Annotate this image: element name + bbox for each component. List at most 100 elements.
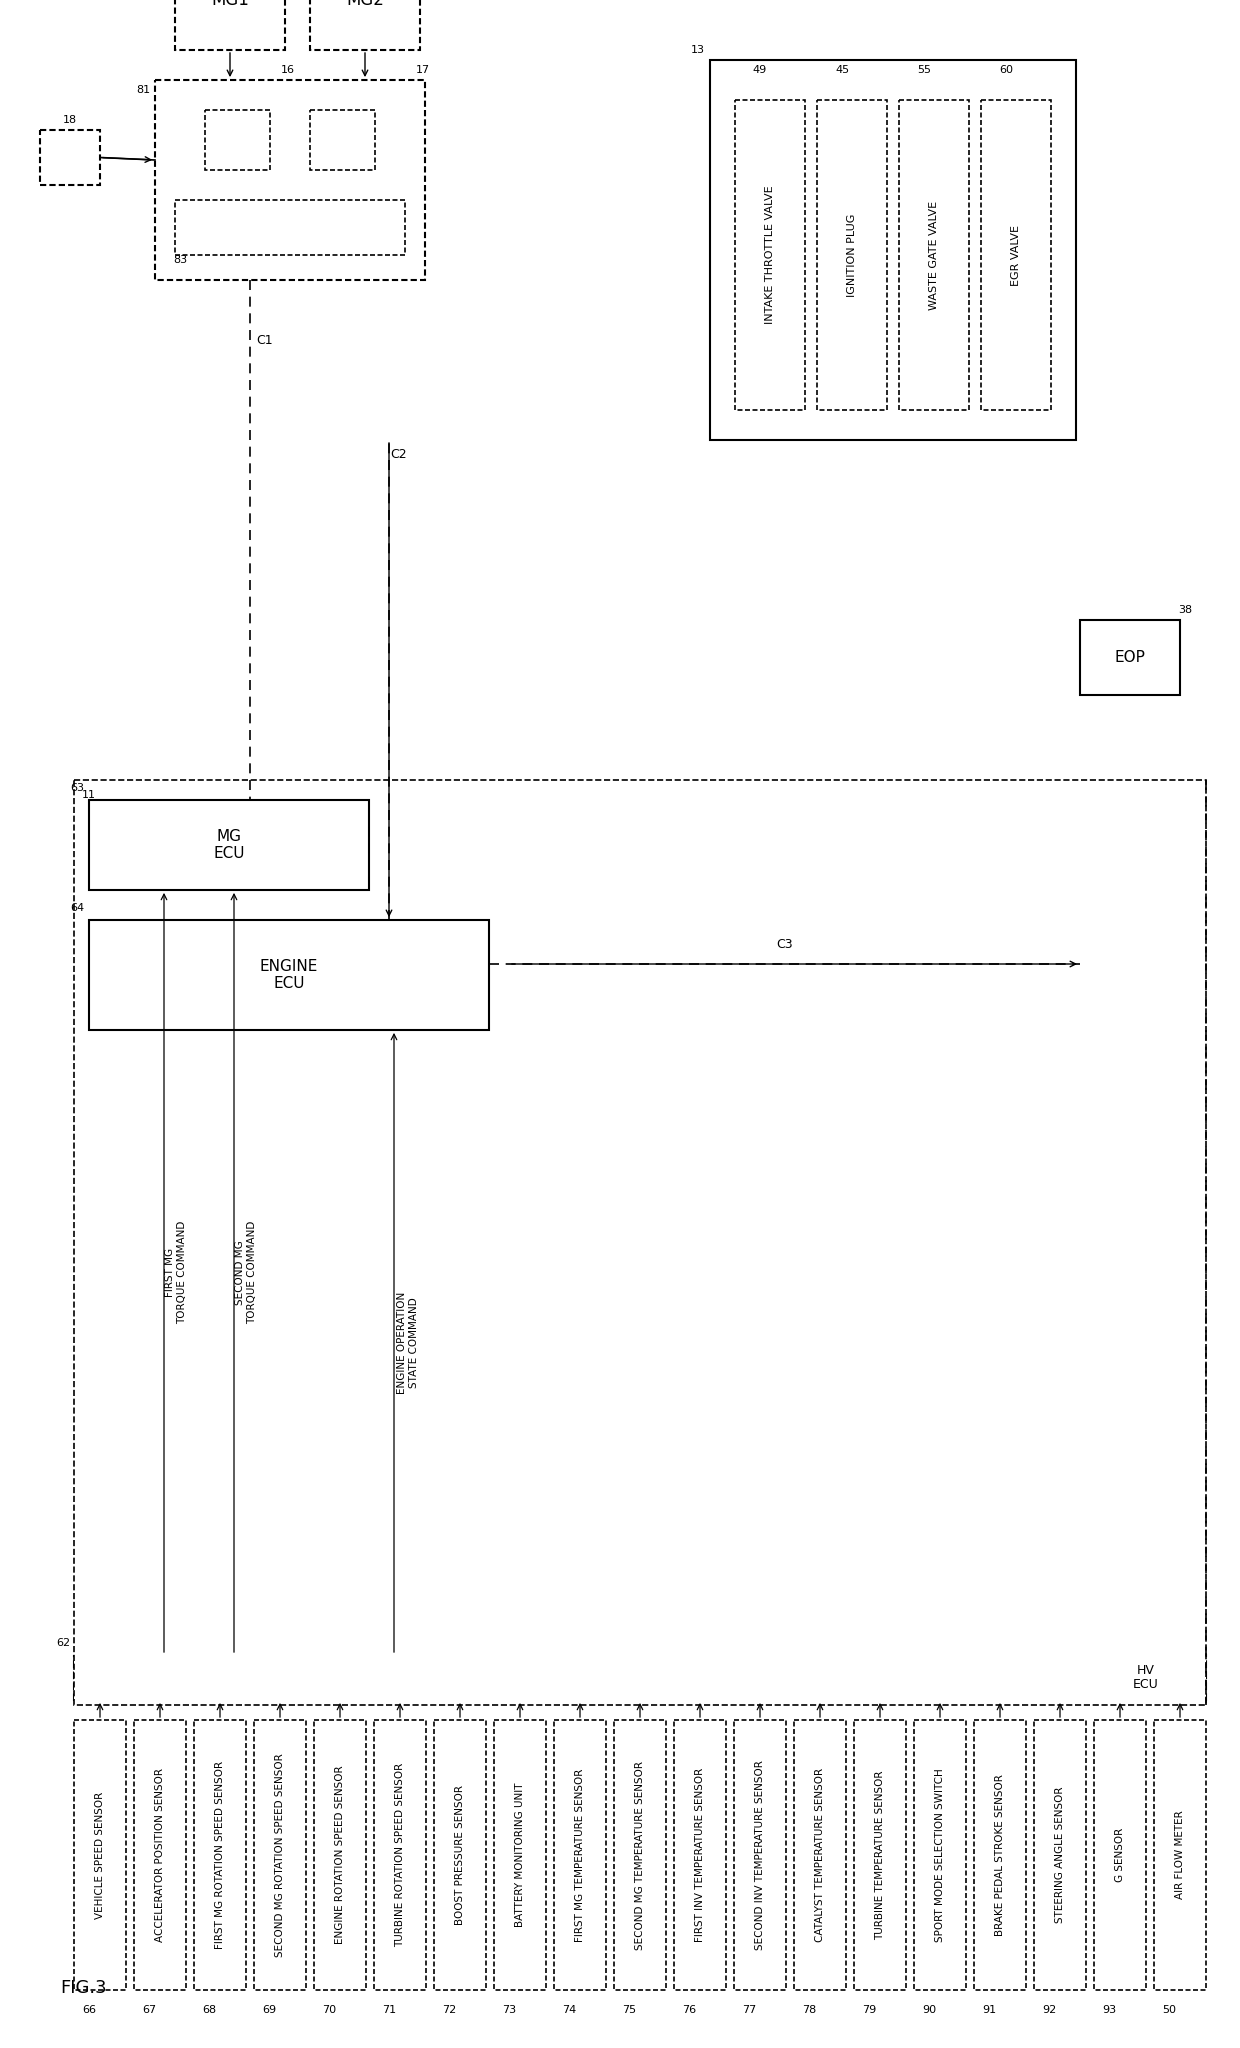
Text: 75: 75: [622, 2005, 636, 2015]
Text: C2: C2: [391, 449, 407, 461]
Text: 45: 45: [835, 66, 849, 76]
Text: 49: 49: [753, 66, 768, 76]
Text: 64: 64: [69, 903, 84, 913]
Bar: [1080, 621, 1180, 694]
Text: 74: 74: [562, 2005, 577, 2015]
Text: FIG.3: FIG.3: [60, 1978, 107, 1997]
Bar: [434, 1720, 486, 1991]
Text: BATTERY MONITORING UNIT: BATTERY MONITORING UNIT: [515, 1782, 525, 1927]
Text: 50: 50: [1162, 2005, 1176, 2015]
Text: EGR VALVE: EGR VALVE: [1011, 225, 1021, 285]
Text: 91: 91: [982, 2005, 996, 2015]
Bar: [193, 1720, 246, 1991]
Text: G SENSOR: G SENSOR: [1115, 1829, 1125, 1882]
Bar: [175, 0, 285, 49]
Bar: [134, 1720, 186, 1991]
Text: 93: 93: [1102, 2005, 1116, 2015]
Text: 63: 63: [69, 782, 84, 793]
Text: MG2: MG2: [346, 0, 384, 8]
Text: FIRST MG ROTATION SPEED SENSOR: FIRST MG ROTATION SPEED SENSOR: [215, 1761, 224, 1950]
Text: 13: 13: [691, 45, 706, 55]
Bar: [1154, 1720, 1207, 1991]
Text: SECOND MG ROTATION SPEED SENSOR: SECOND MG ROTATION SPEED SENSOR: [275, 1753, 285, 1958]
Text: IGNITION PLUG: IGNITION PLUG: [847, 213, 857, 297]
Bar: [254, 1720, 306, 1991]
Text: AIR FLOW METER: AIR FLOW METER: [1176, 1810, 1185, 1898]
Text: MG1: MG1: [211, 0, 249, 8]
Bar: [854, 1720, 906, 1991]
Text: ENGINE OPERATION
STATE COMMAND: ENGINE OPERATION STATE COMMAND: [397, 1292, 419, 1393]
Text: MG
ECU: MG ECU: [213, 829, 244, 862]
Text: 18: 18: [63, 115, 77, 125]
Text: 68: 68: [202, 2005, 216, 2015]
Text: WASTE GATE VALVE: WASTE GATE VALVE: [929, 201, 939, 309]
Text: 66: 66: [82, 2005, 95, 2015]
Text: C3: C3: [776, 938, 792, 950]
Text: 78: 78: [802, 2005, 816, 2015]
Text: ACCELERATOR POSITION SENSOR: ACCELERATOR POSITION SENSOR: [155, 1767, 165, 1942]
Bar: [817, 100, 887, 410]
Text: 83: 83: [172, 256, 187, 264]
Text: BRAKE PEDAL STROKE SENSOR: BRAKE PEDAL STROKE SENSOR: [994, 1774, 1004, 1935]
Bar: [175, 201, 405, 256]
Text: 73: 73: [502, 2005, 516, 2015]
Text: 72: 72: [441, 2005, 456, 2015]
Text: FIRST MG
TORQUE COMMAND: FIRST MG TORQUE COMMAND: [165, 1221, 187, 1325]
Text: 16: 16: [281, 66, 295, 76]
Text: 90: 90: [923, 2005, 936, 2015]
Bar: [155, 80, 425, 281]
Text: ENGINE
ECU: ENGINE ECU: [260, 958, 319, 991]
Text: CATALYST TEMPERATURE SENSOR: CATALYST TEMPERATURE SENSOR: [815, 1767, 825, 1942]
Text: 69: 69: [262, 2005, 277, 2015]
Bar: [89, 920, 489, 1030]
Bar: [310, 111, 374, 170]
Bar: [734, 1720, 786, 1991]
Bar: [1094, 1720, 1146, 1991]
Bar: [494, 1720, 546, 1991]
Text: SPORT MODE SELECTION SWITCH: SPORT MODE SELECTION SWITCH: [935, 1767, 945, 1942]
Text: VEHICLE SPEED SENSOR: VEHICLE SPEED SENSOR: [95, 1792, 105, 1919]
Text: INTAKE THROTTLE VALVE: INTAKE THROTTLE VALVE: [765, 186, 775, 324]
Bar: [74, 1720, 126, 1991]
Text: STEERING ANGLE SENSOR: STEERING ANGLE SENSOR: [1055, 1786, 1065, 1923]
Bar: [205, 111, 270, 170]
Bar: [614, 1720, 666, 1991]
Bar: [899, 100, 968, 410]
Text: 79: 79: [862, 2005, 877, 2015]
Text: 70: 70: [322, 2005, 336, 2015]
Text: SECOND INV TEMPERATURE SENSOR: SECOND INV TEMPERATURE SENSOR: [755, 1759, 765, 1950]
Bar: [40, 129, 100, 184]
Text: EOP: EOP: [1115, 649, 1146, 666]
Text: 62: 62: [56, 1638, 71, 1649]
Text: 67: 67: [143, 2005, 156, 2015]
Text: 92: 92: [1042, 2005, 1056, 2015]
Text: FIRST MG TEMPERATURE SENSOR: FIRST MG TEMPERATURE SENSOR: [575, 1767, 585, 1942]
Text: HV
ECU: HV ECU: [1133, 1663, 1159, 1692]
Bar: [310, 0, 420, 49]
Bar: [973, 1720, 1025, 1991]
Text: 60: 60: [999, 66, 1013, 76]
Bar: [89, 801, 370, 891]
Text: TURBINE ROTATION SPEED SENSOR: TURBINE ROTATION SPEED SENSOR: [396, 1763, 405, 1948]
Text: TURBINE TEMPERATURE SENSOR: TURBINE TEMPERATURE SENSOR: [875, 1769, 885, 1939]
Text: ENGINE ROTATION SPEED SENSOR: ENGINE ROTATION SPEED SENSOR: [335, 1765, 345, 1944]
Text: 71: 71: [382, 2005, 396, 2015]
Text: 38: 38: [1178, 604, 1192, 614]
Text: BOOST PRESSURE SENSOR: BOOST PRESSURE SENSOR: [455, 1786, 465, 1925]
Bar: [711, 59, 1076, 440]
Bar: [554, 1720, 606, 1991]
Text: 76: 76: [682, 2005, 696, 2015]
Text: 11: 11: [82, 791, 95, 801]
Bar: [1034, 1720, 1086, 1991]
Bar: [314, 1720, 366, 1991]
Text: 81: 81: [136, 86, 150, 94]
Text: 55: 55: [918, 66, 931, 76]
Bar: [981, 100, 1052, 410]
Bar: [675, 1720, 725, 1991]
Text: C1: C1: [257, 334, 273, 346]
Text: FIRST INV TEMPERATURE SENSOR: FIRST INV TEMPERATURE SENSOR: [694, 1767, 706, 1942]
Text: SECOND MG TEMPERATURE SENSOR: SECOND MG TEMPERATURE SENSOR: [635, 1761, 645, 1950]
Bar: [914, 1720, 966, 1991]
Bar: [74, 780, 1207, 1706]
Text: SECOND MG
TORQUE COMMAND: SECOND MG TORQUE COMMAND: [236, 1221, 257, 1325]
